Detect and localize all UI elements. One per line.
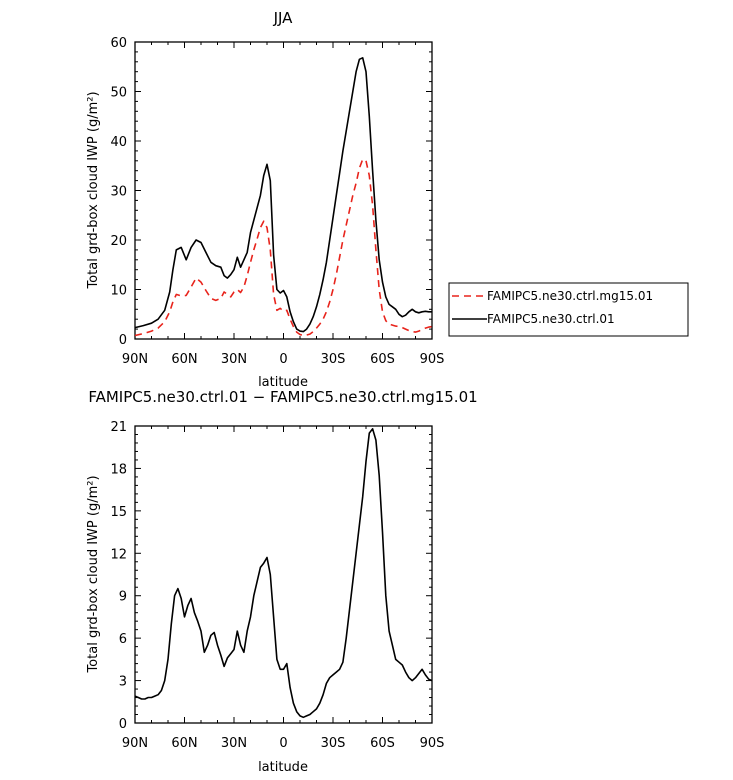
top-chart-ticks: 90N 60N 30N 0 30S 60S 90S 0 10 20 30 40 50 60 [110,36,444,367]
bottom-y-tick-label: 0 [119,717,127,732]
top-chart-xlabel: latitude [258,375,308,390]
top-y-tick-label: 20 [110,234,127,249]
top-x-tick-label: 30S [321,352,346,367]
bottom-x-tick-label: 30S [321,736,346,751]
top-x-tick-label: 90N [122,352,148,367]
legend-box [448,282,689,337]
bottom-chart-series [134,427,433,719]
bottom-y-tick-label: 9 [119,590,127,605]
bottom-x-tick-label: 90S [420,736,445,751]
bottom-chart-xlabel: latitude [258,760,308,775]
bottom-y-tick-label: 6 [119,632,127,647]
top-y-tick-label: 30 [110,185,127,200]
bottom-chart-ticks: 90N 60N 30N 0 30S 60S 90S 0 3 6 9 12 15 18 21 [110,420,444,751]
bottom-y-tick-label: 12 [110,547,127,562]
top-y-tick-label: 40 [110,135,127,150]
bottom-x-tick-label: 0 [279,736,287,751]
legend-label-mg15: FAMIPC5.ne30.ctrl.mg15.01 [487,289,653,303]
bottom-chart-panel: FAMIPC5.ne30.ctrl.01 − FAMIPC5.ne30.ctrl… [86,388,478,775]
bottom-x-tick-label: 60S [370,736,395,751]
top-chart-plot-frame [134,41,433,340]
top-y-tick-label: 60 [110,36,127,51]
bottom-chart-ylabel: Total grd-box cloud IWP (g/m²) [86,475,101,673]
bottom-x-tick-label: 60N [171,736,197,751]
bottom-x-tick-label: 90N [122,736,148,751]
top-x-tick-label: 60N [171,352,197,367]
top-chart-legend: FAMIPC5.ne30.ctrl.mg15.01 FAMIPC5.ne30.c… [448,282,689,337]
top-chart-ylabel: Total grd-box cloud IWP (g/m²) [86,91,101,289]
top-chart-title: JJA [273,9,294,27]
bottom-chart-plot-frame [134,425,433,724]
top-x-tick-label: 30N [221,352,247,367]
top-x-tick-label: 0 [279,352,287,367]
top-y-tick-label: 0 [119,333,127,348]
bottom-chart-title: FAMIPC5.ne30.ctrl.01 − FAMIPC5.ne30.ctrl… [88,388,477,406]
bottom-y-tick-label: 18 [110,462,127,477]
bottom-y-tick-label: 15 [110,505,127,520]
top-x-tick-label: 60S [370,352,395,367]
top-series-line-1 [134,56,432,333]
bottom-x-tick-label: 30N [221,736,247,751]
top-chart-panel: JJA 90N 60N 30N 0 30S 60S 90S 0 10 20 30 40 50 60 lat… [86,9,444,390]
bottom-series-line-0 [134,427,433,719]
top-chart-series [134,56,433,337]
top-y-tick-label: 10 [110,284,127,299]
legend-label-ctrl: FAMIPC5.ne30.ctrl.01 [487,312,615,326]
top-series-line-0 [134,158,433,337]
top-x-tick-label: 90S [420,352,445,367]
bottom-y-tick-label: 21 [110,420,127,435]
bottom-y-tick-label: 3 [119,675,127,690]
top-y-tick-label: 50 [110,86,127,101]
